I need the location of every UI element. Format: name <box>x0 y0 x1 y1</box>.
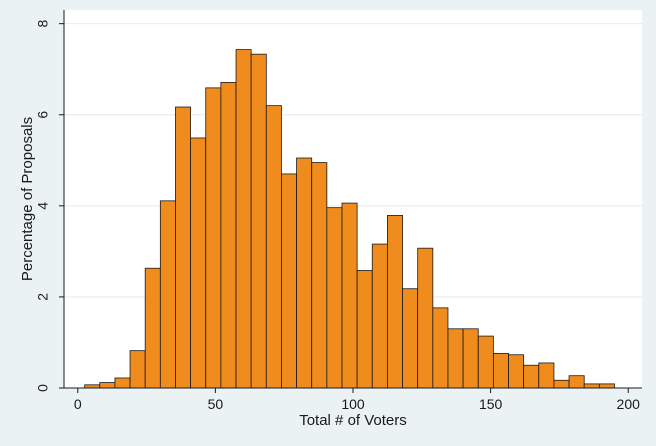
x-tick-label: 100 <box>341 396 365 412</box>
x-tick-label: 200 <box>617 396 641 412</box>
y-axis-ticks: 0 2 4 6 8 <box>35 20 64 392</box>
histogram-bar <box>508 354 525 389</box>
x-tick-label: 50 <box>208 396 224 412</box>
histogram-bar <box>598 383 615 389</box>
histogram-bar <box>568 375 585 389</box>
histogram-bar <box>250 53 267 389</box>
histogram-bar <box>538 362 555 389</box>
histogram-bar <box>220 82 237 389</box>
histogram-bar <box>492 352 509 389</box>
histogram-bar <box>159 200 176 389</box>
x-tick-label: 150 <box>479 396 503 412</box>
bars <box>84 49 615 389</box>
histogram-bar <box>235 49 252 389</box>
histogram-bar <box>462 328 479 389</box>
x-tick-label: 0 <box>74 396 82 412</box>
histogram-bar <box>296 157 313 389</box>
y-tick-label: 4 <box>35 202 51 210</box>
histogram-bar <box>432 307 449 389</box>
histogram-bar <box>417 247 434 389</box>
histogram-bar <box>114 377 131 389</box>
histogram-bar <box>356 270 373 389</box>
y-tick-label: 2 <box>35 293 51 301</box>
y-tick-label: 8 <box>35 20 51 28</box>
histogram-bar <box>281 173 297 389</box>
y-axis-title: Percentage of Proposals <box>19 117 36 281</box>
histogram-bar <box>129 350 146 389</box>
histogram-bar <box>175 106 192 389</box>
histogram-bar <box>144 267 161 389</box>
histogram-bar <box>583 383 600 389</box>
histogram-bar <box>553 379 570 389</box>
y-tick-label: 0 <box>35 384 51 392</box>
histogram-bar <box>387 214 403 389</box>
histogram-bar <box>447 328 464 389</box>
histogram-bar <box>190 137 207 389</box>
histogram-bar <box>326 207 343 389</box>
x-axis-ticks: 0 50 100 150 200 <box>74 388 640 412</box>
histogram-bar <box>99 382 116 389</box>
histogram-bar <box>265 105 282 389</box>
histogram-bar <box>311 162 328 389</box>
histogram-bar <box>402 288 419 389</box>
histogram-bar <box>205 87 222 389</box>
x-axis-title: Total # of Voters <box>299 412 407 429</box>
histogram-bar <box>523 364 540 389</box>
histogram-bar <box>477 335 494 389</box>
histogram-bar <box>371 243 388 389</box>
y-tick-label: 6 <box>35 111 51 119</box>
histogram-bar <box>341 202 358 389</box>
